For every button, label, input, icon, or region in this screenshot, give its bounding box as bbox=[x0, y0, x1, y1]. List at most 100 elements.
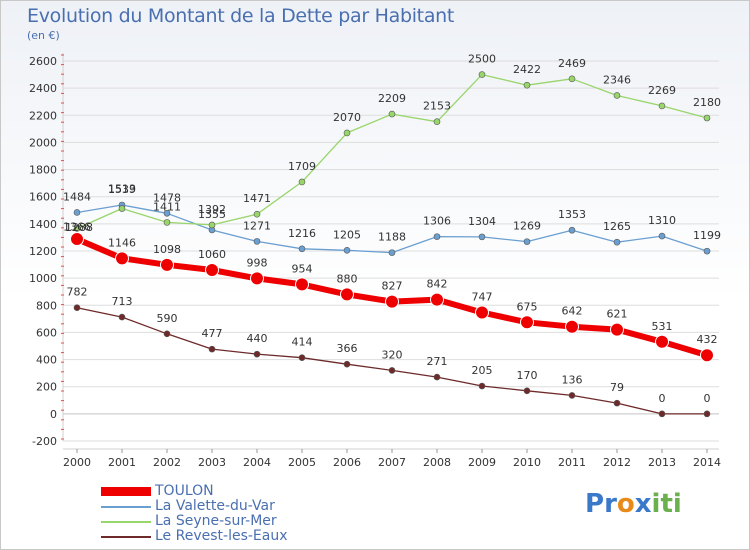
y-tick-label: 1000 bbox=[29, 272, 57, 285]
data-point bbox=[163, 219, 171, 226]
legend-item: La Valette-du-Var bbox=[101, 499, 288, 514]
data-point bbox=[385, 294, 399, 309]
y-tick-label: 2400 bbox=[29, 82, 57, 95]
data-label: 590 bbox=[157, 312, 178, 325]
data-point bbox=[388, 110, 396, 118]
y-tick-label: 2200 bbox=[29, 109, 57, 122]
data-point bbox=[658, 410, 666, 418]
logo-letter: o bbox=[616, 489, 635, 519]
data-point bbox=[433, 233, 441, 240]
data-point bbox=[700, 348, 714, 363]
data-point bbox=[433, 118, 441, 125]
data-point bbox=[520, 315, 534, 330]
data-label: 1310 bbox=[648, 214, 676, 227]
data-label: 1484 bbox=[63, 190, 91, 203]
data-label: 1098 bbox=[153, 243, 181, 256]
data-label: 1513 bbox=[108, 183, 136, 196]
data-label: 79 bbox=[610, 381, 624, 394]
data-point bbox=[118, 313, 126, 321]
data-point bbox=[658, 102, 666, 110]
data-label: 1199 bbox=[693, 229, 721, 242]
y-tick-label: 1800 bbox=[29, 164, 57, 177]
data-label: 713 bbox=[112, 295, 133, 308]
data-label: 1205 bbox=[333, 228, 361, 241]
logo-letter: t bbox=[660, 489, 673, 519]
data-point bbox=[208, 221, 216, 229]
data-point bbox=[613, 238, 621, 246]
x-tick-label: 2013 bbox=[648, 456, 676, 469]
data-point bbox=[703, 114, 711, 122]
y-tick-label: 2000 bbox=[29, 136, 57, 149]
legend: TOULON La Valette-du-Var La Seyne-sur-Mer L… bbox=[101, 484, 288, 544]
data-point bbox=[160, 257, 174, 272]
logo-letter: i bbox=[651, 489, 661, 519]
data-point bbox=[658, 232, 666, 240]
data-point bbox=[433, 373, 441, 381]
data-label: 366 bbox=[337, 342, 358, 355]
data-point bbox=[253, 350, 261, 358]
data-label: 477 bbox=[202, 327, 223, 340]
data-label: 1146 bbox=[108, 236, 136, 249]
data-label: 2209 bbox=[378, 92, 406, 105]
data-label: 827 bbox=[382, 280, 403, 293]
x-tick-label: 2009 bbox=[468, 456, 496, 469]
data-point bbox=[70, 232, 84, 247]
data-label: 320 bbox=[382, 348, 403, 361]
data-point bbox=[343, 247, 351, 254]
data-point bbox=[298, 178, 306, 186]
legend-swatch bbox=[101, 487, 151, 496]
logo-letter: P bbox=[585, 489, 605, 519]
y-tick-label: 600 bbox=[36, 326, 57, 339]
data-point bbox=[163, 209, 171, 217]
data-point bbox=[610, 322, 624, 337]
grid bbox=[63, 60, 719, 442]
y-tick-label: 1600 bbox=[29, 191, 57, 204]
data-point bbox=[565, 319, 579, 334]
data-label: 1366 bbox=[63, 220, 91, 233]
data-label: 1288 bbox=[65, 221, 93, 234]
data-label: 2469 bbox=[558, 57, 586, 70]
x-tick-label: 2010 bbox=[513, 456, 541, 469]
data-point bbox=[208, 345, 216, 353]
data-label: 1188 bbox=[378, 231, 406, 244]
legend-item: Le Revest-les-Eaux bbox=[101, 529, 288, 544]
data-point bbox=[613, 92, 621, 99]
data-label: 0 bbox=[659, 392, 666, 405]
data-point bbox=[118, 205, 126, 212]
data-point bbox=[655, 334, 669, 349]
data-point bbox=[298, 245, 306, 253]
logo-letter: r bbox=[604, 489, 617, 519]
axes: -200020040060080010001200140016001800200… bbox=[29, 53, 721, 469]
data-point bbox=[568, 226, 576, 234]
data-label: 1471 bbox=[243, 192, 271, 205]
data-point bbox=[478, 382, 486, 390]
data-label: 2422 bbox=[513, 63, 541, 76]
data-labels: 1288 1146 1098 1060 998 954 880 827 842 747 675 642… bbox=[63, 53, 721, 405]
chart-title: Evolution du Montant de la Dette par Hab… bbox=[27, 5, 455, 27]
data-label: 747 bbox=[472, 290, 493, 303]
data-point bbox=[568, 75, 576, 83]
y-tick-label: -200 bbox=[32, 435, 57, 448]
legend-label: La Seyne-sur-Mer bbox=[155, 513, 277, 529]
data-label: 954 bbox=[292, 262, 313, 275]
logo-letter: i bbox=[672, 489, 682, 519]
data-label: 2346 bbox=[603, 73, 631, 86]
data-label: 1271 bbox=[243, 219, 271, 232]
data-label: 1392 bbox=[198, 203, 226, 216]
data-label: 675 bbox=[517, 300, 538, 313]
y-tick-label: 1400 bbox=[29, 218, 57, 231]
data-point bbox=[205, 263, 219, 277]
legend-item: TOULON bbox=[101, 484, 288, 499]
data-point bbox=[73, 209, 81, 216]
data-point bbox=[523, 387, 531, 395]
data-point bbox=[388, 249, 396, 256]
data-label: 205 bbox=[472, 364, 493, 377]
data-label: 440 bbox=[247, 332, 268, 345]
data-label: 1355 bbox=[198, 208, 226, 221]
series-layer bbox=[70, 71, 714, 418]
data-point bbox=[430, 292, 444, 307]
data-label: 880 bbox=[337, 272, 358, 285]
x-tick-label: 2014 bbox=[693, 456, 721, 469]
data-point bbox=[250, 271, 264, 286]
